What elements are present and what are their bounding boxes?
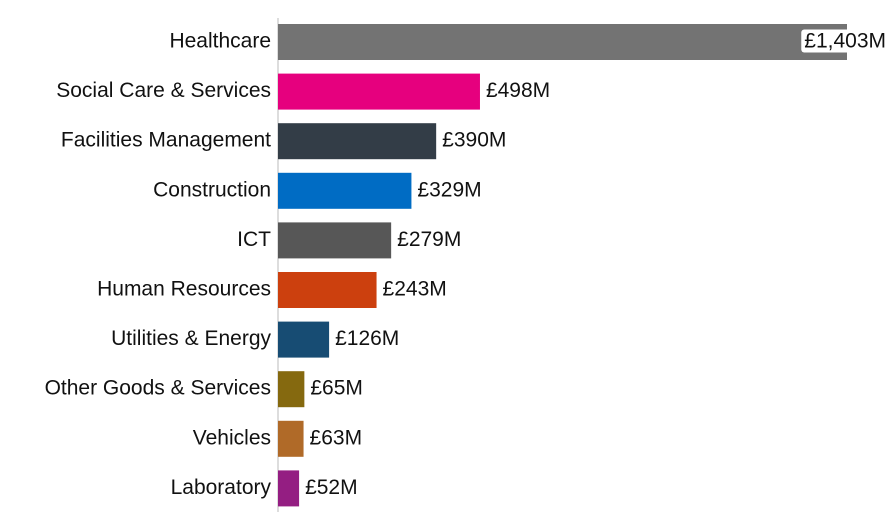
value-label: £279M: [397, 228, 461, 251]
bar: [278, 24, 847, 60]
value-label: £63M: [310, 426, 363, 449]
value-label-bg: [801, 29, 888, 53]
bar: [278, 172, 412, 209]
value-label: £52M: [305, 476, 358, 499]
category-label: Healthcare: [169, 30, 271, 53]
category-label: Utilities & Energy: [111, 327, 271, 350]
category-label: Other Goods & Services: [45, 377, 271, 400]
bar: [278, 73, 480, 110]
bar: [278, 420, 304, 457]
category-label: Human Resources: [97, 278, 271, 301]
bar: [278, 222, 392, 259]
bar: [278, 371, 305, 408]
category-label: Social Care & Services: [56, 79, 271, 102]
value-label: £498M: [486, 79, 550, 102]
bar: [278, 123, 437, 160]
bar: [278, 321, 330, 358]
value-label: £65M: [310, 377, 363, 400]
value-label: £126M: [335, 327, 399, 350]
bar: [278, 470, 300, 507]
value-label: £390M: [442, 129, 506, 152]
bar: [278, 272, 377, 308]
category-label: Facilities Management: [61, 129, 271, 152]
category-label: Vehicles: [193, 426, 271, 449]
value-label: £243M: [383, 278, 447, 301]
value-label: £1,403M: [804, 30, 886, 53]
category-label: Construction: [153, 178, 271, 201]
category-label: ICT: [237, 228, 271, 251]
category-label: Laboratory: [171, 476, 272, 499]
value-label: £329M: [417, 178, 481, 201]
